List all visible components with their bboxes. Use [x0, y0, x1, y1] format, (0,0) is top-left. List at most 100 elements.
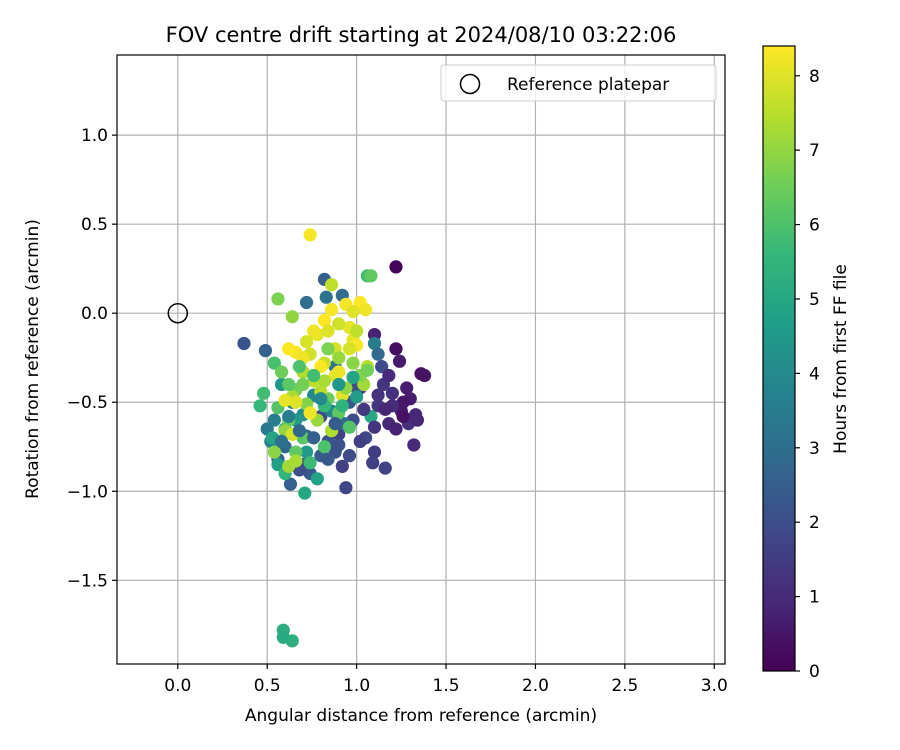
data-point [332, 351, 346, 365]
data-point [396, 395, 410, 409]
x-axis-ticks: 0.0 0.5 1.0 1.5 2.0 2.5 3.0 [164, 664, 728, 696]
data-point [271, 457, 285, 472]
data-point [292, 360, 306, 374]
data-point [310, 472, 324, 486]
x-tick-label: 2.5 [611, 676, 638, 696]
data-point [314, 392, 328, 406]
data-point [367, 420, 382, 434]
legend: Reference platepar [440, 64, 717, 102]
colorbar-tick-label: 3 [809, 439, 820, 459]
data-point [292, 424, 306, 438]
data-point [410, 413, 425, 427]
data-point [267, 445, 281, 459]
data-point [378, 402, 392, 416]
data-point [392, 354, 407, 368]
data-point [342, 449, 357, 463]
x-axis-label: Angular distance from reference (arcmin) [245, 706, 597, 726]
data-point [298, 486, 312, 500]
data-point [407, 438, 421, 452]
data-point [319, 290, 333, 304]
data-point [283, 477, 298, 491]
data-point [274, 365, 289, 379]
y-tick-label: 0.5 [81, 215, 108, 235]
data-point [346, 356, 360, 370]
data-point [400, 381, 414, 395]
data-point [389, 342, 403, 356]
legend-box [440, 64, 717, 102]
data-point [282, 409, 296, 424]
colorbar-tick-label: 5 [809, 290, 820, 310]
data-point [324, 278, 339, 292]
data-point [346, 304, 360, 319]
data-point [237, 336, 251, 351]
data-point [317, 313, 332, 327]
x-tick-label: 2.0 [522, 676, 549, 696]
data-point [314, 360, 328, 374]
data-point [299, 295, 314, 310]
data-point [289, 395, 303, 409]
data-point [389, 422, 403, 436]
data-point [350, 390, 364, 404]
data-point [367, 445, 382, 459]
colorbar-gradient [762, 45, 796, 672]
y-axis-label: Rotation from reference (arcmin) [23, 219, 43, 499]
data-point [321, 342, 335, 356]
colorbar-label: Hours from first FF file [831, 264, 851, 454]
data-point [253, 399, 267, 413]
y-tick-label: 1.0 [81, 126, 108, 146]
y-tick-label: −0.5 [67, 393, 108, 413]
data-point [274, 434, 289, 449]
data-point [321, 324, 335, 338]
data-point [278, 393, 292, 408]
x-tick-label: 1.0 [343, 676, 370, 696]
data-point [258, 343, 273, 358]
data-point [296, 377, 310, 392]
colorbar-ticks: 0 1 2 3 4 5 6 7 8 [795, 67, 820, 682]
y-axis-ticks: 1.0 0.5 0.0 −0.5 −1.0 −1.5 [67, 126, 117, 591]
colorbar-tick-label: 7 [809, 141, 820, 161]
data-point [317, 374, 332, 388]
x-tick-label: 0.0 [164, 676, 191, 696]
data-point [289, 454, 303, 468]
x-tick-label: 0.5 [254, 676, 281, 696]
y-tick-label: −1.5 [67, 571, 108, 591]
data-point [335, 459, 349, 473]
data-point [378, 461, 392, 475]
x-tick-label: 1.5 [433, 676, 460, 696]
x-tick-label: 3.0 [701, 676, 728, 696]
data-point [307, 368, 321, 383]
data-point [282, 342, 296, 356]
y-tick-label: 0.0 [81, 304, 108, 324]
data-point [271, 292, 285, 306]
data-point [358, 303, 373, 317]
data-point [332, 377, 346, 392]
data-point [321, 452, 335, 466]
data-point [332, 317, 346, 331]
data-point [285, 310, 299, 324]
data-point [267, 356, 281, 370]
colorbar-tick-label: 0 [809, 662, 820, 682]
data-point [342, 420, 357, 434]
data-point [324, 303, 339, 317]
data-point [307, 324, 321, 338]
data-point [332, 438, 346, 452]
data-point [303, 228, 317, 242]
data-point [375, 360, 389, 374]
colorbar-tick-label: 2 [809, 513, 820, 533]
data-point [317, 440, 332, 454]
data-point [389, 260, 403, 274]
data-point [367, 336, 382, 351]
colorbar-tick-label: 6 [809, 216, 820, 236]
data-point [396, 409, 410, 424]
data-point [276, 630, 290, 644]
data-points [237, 228, 432, 648]
data-point [299, 335, 314, 349]
reference-platepar-marker [167, 302, 189, 324]
data-point [360, 363, 374, 377]
data-point [353, 434, 367, 449]
data-point [385, 386, 399, 400]
colorbar-tick-label: 4 [809, 364, 820, 384]
chart-title: FOV centre drift starting at 2024/08/10 … [166, 23, 677, 47]
data-point [303, 406, 317, 420]
data-point [257, 386, 271, 400]
